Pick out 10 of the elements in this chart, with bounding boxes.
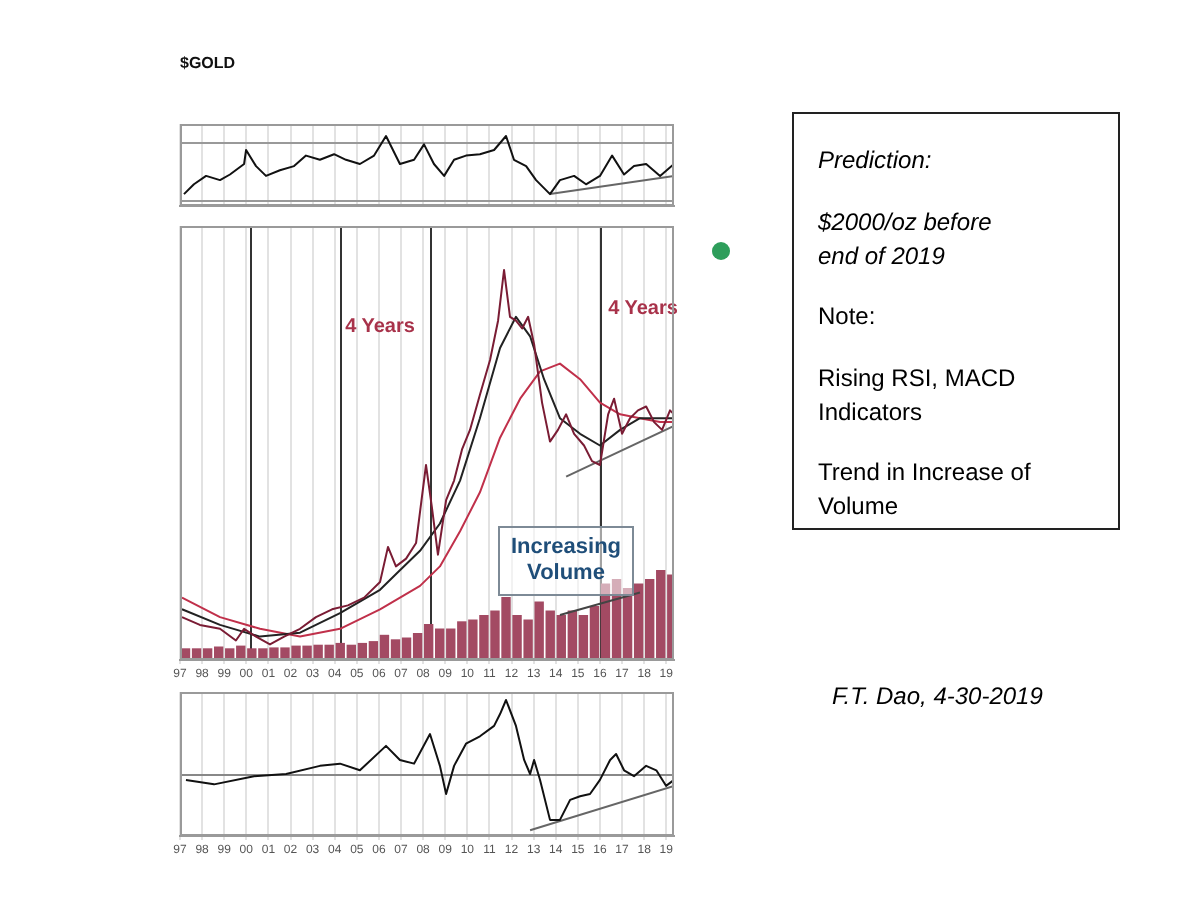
annotation: Increasing Volume: [510, 535, 622, 586]
annotation: 4 Years: [345, 315, 416, 338]
text: F.T. Dao, 4-30-2019: [832, 680, 1045, 714]
annotation: 4 Years: [608, 297, 679, 320]
text: Note:: [818, 300, 878, 334]
text: $2000/oz before end of 2019: [818, 206, 994, 274]
text: Rising RSI, MACD Indicators: [818, 362, 1018, 430]
text: Prediction:: [818, 144, 934, 178]
text: Trend in Increase of Volume: [818, 456, 1033, 524]
chart-title: $GOLD: [180, 54, 236, 72]
